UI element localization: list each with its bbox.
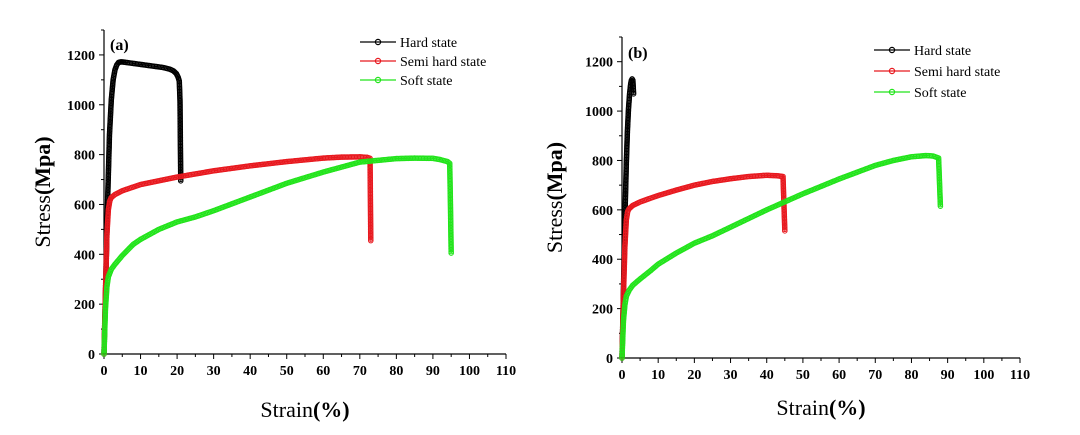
- data-point: [630, 90, 637, 97]
- legend-marker: [374, 57, 382, 65]
- x-tick-label: 90: [426, 364, 440, 379]
- x-tick-label: 40: [243, 364, 257, 379]
- y-tick-label: 1200: [585, 56, 613, 71]
- y-tick-label: 1000: [585, 105, 613, 120]
- x-tick-label: 40: [760, 368, 774, 383]
- x-tick-label: 70: [868, 368, 882, 383]
- y-tick-label: 600: [592, 204, 613, 219]
- legend-label: Soft state: [914, 86, 967, 101]
- x-tick-label: 30: [724, 368, 738, 383]
- x-tick-label: 30: [207, 364, 221, 379]
- legend-label: Hard state: [400, 36, 457, 51]
- series-markers: [619, 172, 788, 361]
- x-tick-label: 80: [389, 364, 403, 379]
- y-tick-label: 800: [592, 154, 613, 169]
- data-point: [937, 203, 944, 209]
- x-tick-label: 100: [459, 364, 480, 379]
- x-tick-label: 50: [796, 368, 810, 383]
- legend-marker: [888, 88, 896, 96]
- y-axis-label-unit: (Mpa): [542, 142, 567, 201]
- panel-label: (a): [110, 37, 129, 54]
- y-tick-label: 800: [74, 149, 95, 164]
- y-tick-label: 1200: [67, 49, 95, 64]
- data-point: [367, 237, 374, 244]
- y-axis-label: Stress(Mpa): [542, 142, 567, 253]
- x-tick-label: 50: [280, 364, 294, 379]
- x-tick-label: 100: [973, 368, 994, 383]
- panel-label: (b): [628, 45, 648, 62]
- panel-b: 0 10 20 30 40 50 60 70 80 90 100 110 0 200 400 600 800 10…: [542, 36, 1030, 420]
- legend-marker: [374, 76, 382, 84]
- series-markers: [619, 152, 944, 361]
- x-tick-label: 60: [832, 368, 846, 383]
- y-axis-label-main: Stress: [30, 195, 55, 248]
- legend-label: Soft state: [400, 74, 453, 89]
- series-soft-state: [619, 152, 944, 361]
- y-axis-label: Stress(Mpa): [30, 136, 55, 247]
- y-tick-label: 0: [606, 352, 613, 367]
- x-tick-label: 90: [941, 368, 955, 383]
- series-line: [103, 61, 182, 355]
- y-tick-label: 600: [74, 198, 95, 213]
- x-axis-label-unit: (%): [829, 395, 866, 420]
- y-tick-label: 200: [592, 303, 613, 318]
- x-tick-label: 20: [687, 368, 701, 383]
- y-tick-label: 400: [592, 253, 613, 268]
- x-tick-label: 0: [619, 368, 626, 383]
- x-tick-label: 10: [651, 368, 665, 383]
- series-hard-state: [101, 59, 184, 357]
- y-tick-label: 200: [74, 298, 95, 313]
- x-axis-label: Strain(%): [260, 397, 349, 422]
- x-tick-label: 70: [353, 364, 367, 379]
- data-point: [782, 228, 788, 234]
- x-tick-label: 110: [496, 364, 516, 379]
- series-markers: [101, 59, 184, 357]
- x-axis-label: Strain(%): [776, 395, 865, 420]
- legend-marker: [888, 46, 896, 54]
- series-markers: [101, 154, 374, 357]
- panel-a: 0 10 20 30 40 50 60 70 80 90 100 110 0 200 400 600 800 10…: [30, 29, 516, 422]
- y-tick-label: 400: [74, 248, 95, 263]
- legend-label: Semi hard state: [914, 65, 1000, 80]
- y-tick-label: 1000: [67, 99, 95, 114]
- series-soft-state: [101, 155, 454, 357]
- series-semi-hard-state: [619, 172, 788, 361]
- x-axis-label-main: Strain: [260, 397, 313, 422]
- x-tick-label: 110: [1010, 368, 1030, 383]
- x-tick-label: 20: [170, 364, 184, 379]
- series-line: [621, 174, 786, 359]
- series-markers: [101, 155, 454, 357]
- series-semi-hard-state: [101, 154, 374, 357]
- x-tick-label: 0: [101, 364, 108, 379]
- x-tick-label: 10: [134, 364, 148, 379]
- y-axis-label-main: Stress: [542, 201, 567, 254]
- legend-marker: [888, 67, 896, 75]
- legend-label: Semi hard state: [400, 55, 486, 70]
- x-tick-label: 60: [316, 364, 330, 379]
- y-axis-label-unit: (Mpa): [30, 136, 55, 195]
- legend-label: Hard state: [914, 44, 971, 59]
- legend-marker: [374, 38, 382, 46]
- x-axis-label-main: Strain: [776, 395, 829, 420]
- y-tick-label: 0: [88, 348, 95, 363]
- x-axis-label-unit: (%): [313, 397, 350, 422]
- data-point: [448, 250, 454, 256]
- x-tick-label: 80: [904, 368, 918, 383]
